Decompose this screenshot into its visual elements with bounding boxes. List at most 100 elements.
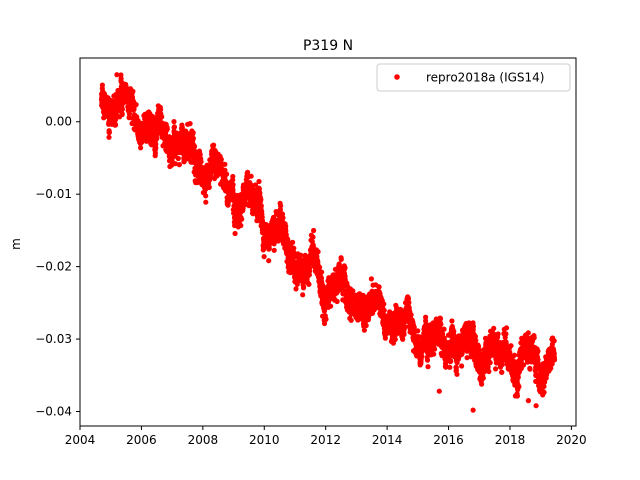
data-point xyxy=(437,316,444,322)
data-point xyxy=(203,199,209,205)
data-point xyxy=(439,331,446,337)
data-point xyxy=(278,203,284,209)
data-point xyxy=(310,234,316,240)
data-point xyxy=(245,169,251,175)
y-tick-label: 0.00 xyxy=(45,115,72,129)
data-point xyxy=(419,353,425,359)
data-point xyxy=(133,102,139,108)
data-point xyxy=(436,388,442,394)
data-point xyxy=(503,325,510,331)
x-tick-label: 2020 xyxy=(556,433,587,447)
y-tick-label: −0.04 xyxy=(35,405,72,419)
data-point xyxy=(252,182,259,188)
data-point xyxy=(257,190,263,196)
data-point xyxy=(432,346,438,352)
data-point xyxy=(319,269,325,275)
data-point xyxy=(493,366,499,372)
x-tick-label: 2008 xyxy=(188,433,219,447)
legend-marker xyxy=(394,74,400,80)
data-point xyxy=(190,135,196,141)
data-point xyxy=(106,129,112,135)
data-point xyxy=(258,203,264,209)
data-point xyxy=(256,186,262,192)
data-point xyxy=(190,130,196,136)
data-point xyxy=(449,318,455,324)
data-point xyxy=(203,193,209,199)
data-points xyxy=(98,72,558,413)
data-point xyxy=(515,374,521,380)
data-point xyxy=(368,276,374,282)
x-tick-label: 2006 xyxy=(126,433,157,447)
data-point xyxy=(271,241,277,247)
data-point xyxy=(454,371,460,377)
y-axis-label: m xyxy=(9,238,23,250)
data-point xyxy=(119,111,125,118)
data-point xyxy=(511,352,518,358)
data-point xyxy=(256,178,262,185)
data-point xyxy=(342,265,348,271)
data-point xyxy=(348,317,354,323)
data-point xyxy=(152,150,158,156)
data-point xyxy=(551,338,557,344)
data-point xyxy=(381,307,387,313)
data-point xyxy=(531,335,537,341)
x-tick-label: 2010 xyxy=(249,433,280,447)
data-point xyxy=(171,119,177,125)
data-point xyxy=(408,312,414,318)
data-point xyxy=(541,383,547,389)
y-tick-label: −0.01 xyxy=(35,187,72,201)
x-tick-label: 2016 xyxy=(433,433,464,447)
y-tick-label: −0.02 xyxy=(35,260,72,274)
data-point xyxy=(300,292,306,298)
data-point xyxy=(271,247,277,253)
data-point xyxy=(314,253,320,260)
data-point xyxy=(473,337,479,343)
data-point xyxy=(197,152,203,158)
data-point xyxy=(99,82,105,88)
data-point xyxy=(476,343,482,349)
data-point xyxy=(401,331,407,338)
data-point xyxy=(525,398,532,404)
data-point xyxy=(106,134,112,140)
data-point xyxy=(298,252,304,258)
data-point xyxy=(206,184,212,190)
data-point xyxy=(363,322,369,329)
data-point xyxy=(306,272,312,278)
data-point xyxy=(293,286,299,292)
data-point xyxy=(222,161,228,167)
data-point xyxy=(280,215,286,221)
data-point xyxy=(453,364,459,371)
data-point xyxy=(317,264,323,270)
data-point xyxy=(533,403,539,409)
data-point xyxy=(448,358,454,364)
data-point xyxy=(114,72,120,78)
x-tick-label: 2004 xyxy=(65,433,96,447)
data-point xyxy=(382,335,388,341)
data-point xyxy=(508,343,514,349)
data-point xyxy=(381,301,387,307)
data-point xyxy=(153,145,159,151)
data-point xyxy=(159,114,165,120)
data-point xyxy=(406,300,412,306)
data-point xyxy=(172,161,178,167)
data-point xyxy=(239,216,245,222)
legend-label: repro2018a (IGS14) xyxy=(426,71,544,85)
data-point xyxy=(218,156,224,162)
data-point xyxy=(491,325,497,331)
data-point xyxy=(283,223,289,229)
x-tick-label: 2012 xyxy=(310,433,341,447)
data-point xyxy=(424,357,431,363)
data-point xyxy=(307,268,313,274)
data-point xyxy=(285,238,291,244)
data-point xyxy=(527,366,533,372)
data-point xyxy=(451,328,457,334)
data-point xyxy=(171,124,177,130)
data-point xyxy=(113,122,119,128)
data-point xyxy=(130,88,136,94)
data-point xyxy=(266,258,272,264)
data-point xyxy=(361,327,367,333)
data-point xyxy=(279,211,286,217)
data-point xyxy=(154,136,160,142)
data-point xyxy=(328,303,334,309)
